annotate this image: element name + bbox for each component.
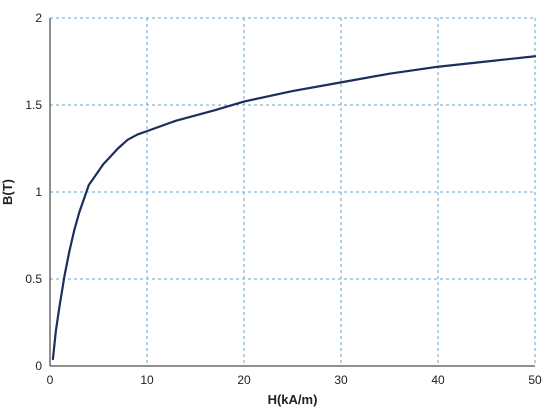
axes xyxy=(49,17,536,367)
y-tick-label: 2 xyxy=(35,11,42,25)
grid xyxy=(50,17,536,366)
x-tick-label: 40 xyxy=(431,373,445,387)
bh-curve-line xyxy=(51,55,537,361)
y-tick-label: 0 xyxy=(35,359,42,373)
y-tick-label: 1.5 xyxy=(25,98,42,112)
x-tick-label: 50 xyxy=(528,373,542,387)
y-tick-label: 0.5 xyxy=(25,272,42,286)
y-axis-title: B(T) xyxy=(0,179,15,205)
y-tick-label: 1 xyxy=(35,185,42,199)
x-tick-label: 10 xyxy=(140,373,154,387)
x-axis-title: H(kA/m) xyxy=(268,392,318,407)
x-tick-label: 30 xyxy=(334,373,348,387)
series-layer xyxy=(51,55,537,361)
y-tick-labels: 0 0.5 1 1.5 2 xyxy=(25,11,42,373)
x-tick-labels: 0 10 20 30 40 50 xyxy=(47,373,542,387)
x-tick-label: 20 xyxy=(237,373,251,387)
x-tick-label: 0 xyxy=(47,373,54,387)
